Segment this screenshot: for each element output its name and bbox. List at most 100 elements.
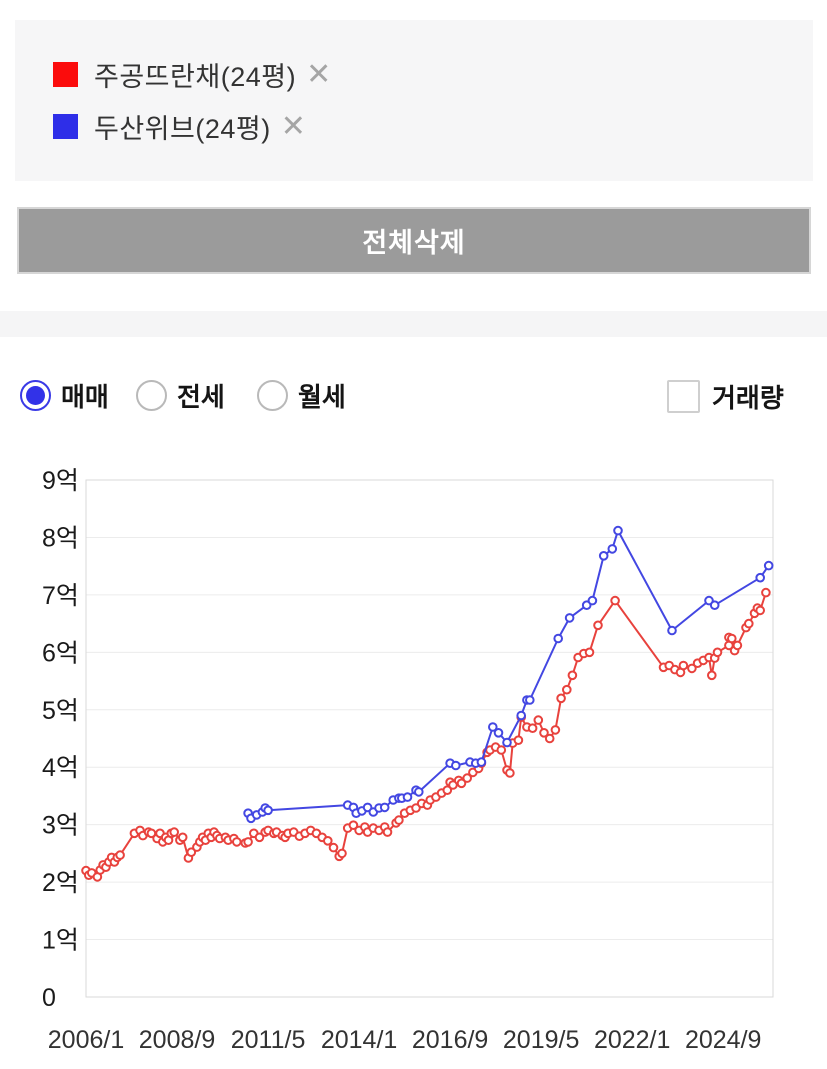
x-axis-tick-label: 2019/5 — [503, 1026, 579, 1054]
data-point-marker — [564, 613, 575, 623]
y-axis-tick-label: 8억 — [42, 524, 79, 552]
x-axis-tick-label: 2014/1 — [321, 1026, 397, 1054]
data-point-marker — [607, 544, 618, 554]
data-point-marker — [379, 802, 390, 813]
checkbox-label: 거래량 — [712, 383, 784, 413]
selected-apartments-panel: 주공뜨란채(24평) ✕ 두산위브(24평) ✕ — [15, 20, 813, 181]
section-divider — [0, 311, 827, 337]
data-point-marker — [146, 828, 157, 839]
radio-selected-icon[interactable] — [20, 380, 51, 411]
data-point-marker — [598, 551, 609, 561]
data-point-marker — [488, 722, 498, 732]
y-axis-tick-label: 0 — [42, 984, 56, 1012]
radio-label: 매매 — [61, 382, 109, 412]
data-point-marker — [587, 595, 598, 606]
data-point-marker — [712, 647, 723, 658]
data-point-marker — [414, 787, 424, 797]
trade-type-controls: 매매 전세 월세 거래량 — [0, 374, 827, 416]
data-point-marker — [667, 625, 677, 636]
data-point-marker — [761, 587, 771, 598]
data-point-marker — [169, 827, 179, 837]
data-point-marker — [505, 768, 515, 778]
radio-unselected-icon[interactable] — [136, 380, 167, 411]
data-point-marker — [456, 778, 467, 789]
remove-item-icon[interactable]: ✕ — [280, 109, 306, 143]
data-point-marker — [402, 792, 413, 802]
radio-wolse[interactable]: 월세 — [257, 377, 346, 414]
radio-label: 월세 — [298, 382, 346, 412]
data-point-marker — [394, 815, 404, 825]
x-axis-tick-label: 2008/9 — [139, 1026, 215, 1054]
data-point-marker — [525, 695, 535, 705]
data-point-marker — [539, 728, 549, 738]
data-point-marker — [462, 773, 473, 783]
data-point-marker — [584, 647, 595, 658]
data-point-marker — [744, 618, 754, 629]
volume-checkbox[interactable]: 거래량 — [667, 378, 784, 415]
radio-maemae[interactable]: 매매 — [20, 377, 109, 414]
data-point-marker — [678, 660, 689, 671]
data-point-marker — [755, 572, 766, 583]
y-axis-tick-label: 2억 — [42, 869, 79, 897]
y-axis-tick-label: 5억 — [42, 697, 79, 725]
data-point-marker — [687, 663, 697, 674]
y-axis-tick-label: 3억 — [42, 812, 79, 840]
remove-item-icon[interactable]: ✕ — [306, 57, 332, 91]
price-chart: 9억 8억 7억 6억 5억 4억 3억 2억 1억 0 2006/1 2008/9 2011/5 201… — [0, 460, 827, 1064]
data-point-marker — [567, 670, 578, 681]
radio-label: 전세 — [177, 382, 225, 412]
data-point-marker — [348, 820, 359, 831]
series-line — [85, 592, 767, 878]
data-point-marker — [442, 785, 453, 796]
radio-jeonse[interactable]: 전세 — [136, 377, 225, 414]
data-point-marker — [254, 832, 265, 843]
data-point-marker — [550, 725, 561, 735]
data-point-marker — [323, 836, 333, 846]
data-point-marker — [707, 670, 717, 681]
data-point-marker — [328, 842, 339, 853]
radio-unselected-icon[interactable] — [257, 380, 288, 411]
data-point-marker — [232, 837, 242, 847]
data-point-marker — [533, 715, 544, 725]
data-point-marker — [243, 837, 253, 847]
data-point-marker — [263, 805, 273, 816]
legend-item-label: 두산위브(24평) — [94, 114, 271, 144]
data-point-marker — [186, 847, 197, 858]
data-point-marker — [556, 693, 566, 704]
data-point-marker — [553, 633, 564, 644]
data-point-marker — [593, 620, 603, 631]
data-point-marker — [727, 633, 737, 644]
legend-item-label: 주공뜨란채(24평) — [94, 62, 297, 92]
data-point-marker — [177, 832, 188, 843]
y-axis-tick-label: 4억 — [42, 754, 79, 782]
data-point-marker — [382, 827, 393, 837]
delete-all-button[interactable]: 전체삭제 — [17, 207, 811, 274]
data-point-marker — [763, 560, 774, 571]
data-point-marker — [115, 850, 125, 860]
red-series-swatch — [53, 62, 78, 87]
checkbox-unchecked-icon[interactable] — [667, 380, 700, 413]
data-point-marker — [451, 760, 461, 771]
data-point-marker — [496, 745, 507, 755]
y-axis-tick-label: 7억 — [42, 582, 79, 610]
data-point-marker — [527, 723, 538, 734]
plot-border — [85, 479, 774, 998]
legend-item-doosan: 두산위브(24평) ✕ — [53, 110, 813, 144]
x-axis-tick-label: 2016/9 — [412, 1026, 488, 1054]
data-point-marker — [502, 737, 512, 748]
blue-series-swatch — [53, 114, 78, 139]
data-point-marker — [610, 595, 620, 606]
x-axis-tick-label: 2022/1 — [594, 1026, 670, 1054]
legend-item-jugong: 주공뜨란채(24평) ✕ — [53, 58, 813, 92]
y-axis-tick-label: 6억 — [42, 639, 79, 667]
data-point-marker — [516, 710, 527, 721]
data-point-marker — [709, 600, 720, 610]
x-axis-tick-label: 2024/9 — [685, 1026, 761, 1054]
data-point-marker — [613, 525, 623, 536]
x-axis-tick-label: 2011/5 — [231, 1026, 306, 1054]
data-point-marker — [562, 684, 572, 695]
data-point-marker — [476, 757, 487, 767]
x-axis-tick-label: 2006/1 — [48, 1026, 124, 1054]
data-point-marker — [337, 848, 347, 859]
